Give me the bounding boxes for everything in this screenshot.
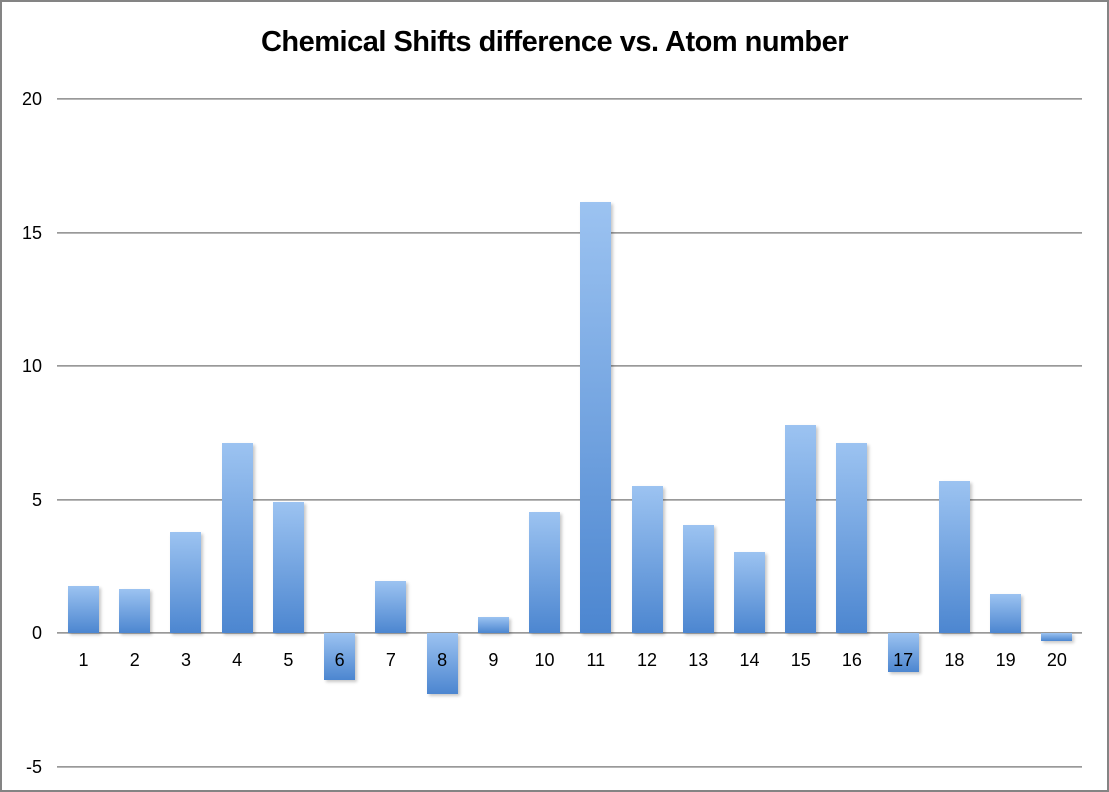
- chart-title: Chemical Shifts difference vs. Atom numb…: [260, 26, 849, 58]
- x-axis-tick-label: 8: [437, 650, 448, 670]
- x-axis-tick-label: 14: [739, 650, 760, 670]
- bar-atom-11: [580, 201, 612, 633]
- bar-atom-14: [733, 551, 765, 633]
- x-axis-tick-label: 11: [586, 650, 606, 670]
- x-axis-tick-label: 18: [944, 650, 965, 670]
- x-axis-tick-label: 19: [995, 650, 1016, 670]
- gridline: [57, 365, 1082, 367]
- y-axis-tick-label: 0: [31, 623, 42, 643]
- x-axis-tick-label: 16: [841, 650, 862, 670]
- bar-atom-1: [68, 586, 99, 633]
- y-axis-tick-label: 10: [21, 356, 42, 376]
- x-axis-tick-label: 1: [78, 650, 89, 670]
- bar-atom-18: [938, 480, 970, 633]
- x-axis-tick-label: 5: [283, 650, 294, 670]
- x-axis-tick-label: 2: [129, 650, 140, 670]
- x-axis-tick-label: 3: [180, 650, 191, 670]
- bar-atom-16: [836, 443, 868, 633]
- y-axis-tick-label: 15: [21, 222, 42, 243]
- x-axis-tick-label: 7: [385, 650, 396, 670]
- x-axis-line: [57, 632, 1082, 634]
- bar-atom-7: [375, 580, 407, 633]
- bar-atom-6: [324, 633, 356, 680]
- bar-atom-12: [631, 486, 663, 633]
- bar-atom-15: [785, 424, 817, 633]
- x-axis-tick-label: 4: [232, 650, 243, 670]
- bar-atom-2: [119, 588, 151, 633]
- x-axis-tick-label: 13: [688, 650, 709, 670]
- bar-atom-20: [1041, 633, 1073, 641]
- bar-atom-3: [170, 531, 202, 633]
- x-axis-tick-label: 10: [534, 650, 555, 670]
- x-axis-tick-label: 6: [334, 650, 345, 670]
- bar-atom-19: [990, 594, 1022, 633]
- x-axis-tick-label: 20: [1046, 650, 1067, 670]
- gridline: [57, 231, 1082, 234]
- gridline: [57, 98, 1082, 100]
- gridline: [57, 498, 1082, 501]
- bar-atom-4: [221, 443, 253, 633]
- bar-atom-8: [426, 633, 458, 695]
- gridline: [57, 765, 1082, 768]
- bar-atom-17: [887, 633, 919, 672]
- x-axis-tick-label: 15: [790, 650, 811, 670]
- x-axis-tick-label: 9: [488, 650, 499, 670]
- bar-atom-13: [682, 524, 714, 633]
- y-axis-tick-label: -5: [25, 756, 42, 777]
- x-axis-tick-label: 12: [637, 650, 658, 670]
- y-axis-tick-label: 20: [21, 89, 42, 109]
- bar-atom-5: [272, 502, 304, 633]
- bar-atom-10: [529, 511, 561, 633]
- x-axis-tick-label: 17: [893, 650, 914, 670]
- y-axis-tick-label: 5: [31, 489, 42, 510]
- bar-atom-9: [477, 616, 509, 633]
